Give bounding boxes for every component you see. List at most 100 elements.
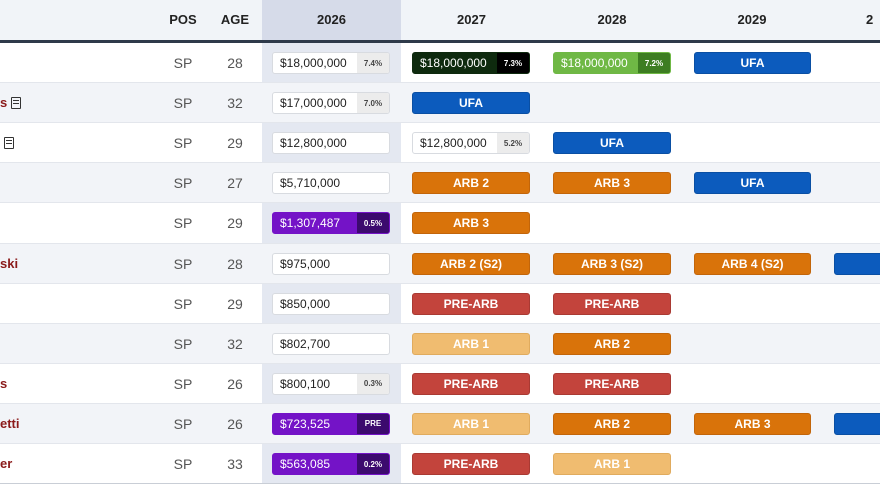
salary-pill[interactable]: $18,000,000 7.2% (553, 52, 671, 74)
salary-pill[interactable]: $723,525 PRE (272, 412, 390, 435)
age-cell: 28 (227, 55, 243, 71)
current-year-header-highlight (262, 0, 401, 40)
contract-status-pill[interactable]: ARB 2 (553, 332, 671, 355)
contract-status-pill[interactable]: ARB 3 (553, 172, 671, 195)
position-cell: SP (173, 135, 193, 152)
contract-notes-icon[interactable] (4, 136, 14, 149)
row-divider (0, 322, 880, 324)
player-name-text[interactable]: etti (0, 415, 20, 431)
contract-status-label: ARB 3 (734, 416, 771, 431)
contract-status-pill[interactable]: UFA (553, 132, 671, 155)
position-cell: SP (173, 175, 193, 192)
contract-status-pill[interactable]: UFA (412, 92, 530, 115)
contract-status-label: ARB 3 (452, 216, 489, 231)
contract-status-label: PRE-ARB (584, 376, 640, 391)
salary-pill[interactable]: $18,000,000 7.4% (272, 52, 390, 74)
salary-pill[interactable]: $5,710,000 (272, 172, 390, 195)
player-name-link[interactable]: ski (0, 256, 18, 274)
header-2028[interactable]: 2028 (597, 12, 627, 27)
contract-status-pill[interactable]: ARB 1 (412, 412, 530, 435)
payroll-percent-badge: 0.2% (357, 454, 389, 474)
contract-status-pill[interactable]: ARB 2 (412, 172, 530, 195)
row-divider (0, 443, 880, 444)
salary-amount: $5,710,000 (280, 176, 341, 191)
salary-pill[interactable]: $802,700 (272, 332, 390, 355)
salary-amount: $17,000,000 (280, 96, 347, 111)
table-row: SP 29 $1,307,487 0.5% ARB 3 (0, 203, 880, 243)
salary-pill[interactable]: $975,000 (272, 252, 390, 275)
contract-status-pill[interactable]: ARB 4 (S2) (694, 252, 811, 275)
salary-pill[interactable]: $800,100 0.3% (272, 372, 390, 395)
player-name-text[interactable]: er (0, 456, 13, 471)
contract-status-pill[interactable]: PRE-ARB (412, 453, 530, 475)
contract-status-pill[interactable]: ARB 1 (412, 332, 530, 355)
payroll-percent-badge: 0.3% (357, 373, 389, 394)
age-cell: 26 (227, 375, 243, 392)
header-2026[interactable]: 2026 (317, 12, 346, 27)
salary-pill[interactable]: $1,307,487 0.5% (272, 212, 390, 235)
salary-amount: $563,085 (280, 457, 331, 471)
player-name-link[interactable]: s (0, 376, 7, 394)
salary-amount: $723,525 (280, 416, 331, 431)
contract-status-label: PRE-ARB (443, 376, 499, 391)
payroll-percent-badge: 7.0% (357, 93, 389, 114)
salary-pill[interactable]: $12,800,000 5.2% (412, 132, 530, 155)
header-age[interactable]: AGE (220, 12, 250, 27)
player-name-link[interactable]: s (0, 95, 22, 113)
player-name-text[interactable]: s (0, 95, 8, 111)
salary-amount: $802,700 (280, 336, 331, 351)
age-cell: 28 (227, 255, 243, 272)
contract-status-pill[interactable]: ARB 3 (S2) (553, 252, 671, 275)
contract-status-pill[interactable] (834, 412, 880, 435)
position-cell: SP (173, 415, 193, 432)
contract-notes-icon[interactable] (11, 96, 22, 109)
contract-status-pill[interactable]: ARB 2 (553, 412, 671, 435)
player-name-text[interactable]: ski (0, 255, 19, 271)
player-name-link[interactable]: er (0, 456, 12, 474)
row-divider (0, 282, 880, 284)
age-cell: 29 (227, 135, 243, 152)
contract-status-label: UFA (600, 136, 624, 151)
header-2030[interactable]: 2 (866, 12, 874, 27)
salary-pill[interactable]: $12,800,000 (272, 132, 390, 155)
salary-pill[interactable]: $17,000,000 7.0% (272, 92, 390, 115)
contract-status-pill[interactable]: PRE-ARB (553, 372, 671, 395)
salary-pill[interactable]: $850,000 (272, 292, 390, 315)
player-name-link[interactable] (0, 135, 14, 153)
contract-status-label: ARB 2 (452, 176, 489, 191)
contract-status-label: PRE-ARB (584, 296, 640, 311)
header-2027[interactable]: 2027 (457, 12, 486, 27)
position-cell: SP (173, 215, 193, 232)
contract-status-pill[interactable]: ARB 2 (S2) (412, 252, 530, 275)
contract-status-label: ARB 1 (593, 457, 630, 471)
payroll-percent-badge: PRE (357, 413, 389, 434)
header-2029[interactable]: 2029 (737, 12, 767, 27)
contract-status-label: ARB 3 (593, 176, 630, 191)
contract-status-pill[interactable]: PRE-ARB (553, 292, 671, 315)
table-row: SP 29 $850,000 PRE-ARB PRE-ARB (0, 284, 880, 324)
contract-status-pill[interactable]: PRE-ARB (412, 292, 530, 315)
player-name-text[interactable]: s (0, 375, 8, 391)
row-divider (0, 362, 880, 364)
contract-status-pill[interactable]: UFA (694, 52, 811, 74)
row-divider (0, 202, 880, 204)
player-name-link[interactable]: etti (0, 416, 20, 434)
contract-status-pill[interactable] (834, 252, 880, 275)
salary-pill[interactable]: $563,085 0.2% (272, 453, 390, 475)
position-cell: SP (173, 55, 193, 71)
contract-status-pill[interactable]: ARB 3 (694, 412, 811, 435)
contract-status-pill[interactable]: UFA (694, 172, 811, 195)
contract-status-pill[interactable]: ARB 1 (553, 453, 671, 475)
contract-status-pill[interactable]: PRE-ARB (412, 372, 530, 395)
contract-status-label: UFA (740, 56, 765, 70)
salary-pill[interactable]: $18,000,000 7.3% (412, 52, 530, 74)
contract-status-label: ARB 1 (452, 336, 489, 351)
contract-status-label: UFA (459, 96, 483, 111)
contract-status-pill[interactable]: ARB 3 (412, 212, 530, 235)
position-cell: SP (173, 95, 193, 112)
contract-status-label: ARB 2 (593, 416, 630, 431)
payroll-percent-badge: 7.4% (357, 53, 389, 73)
header-pos[interactable]: POS (169, 12, 197, 27)
salary-amount: $12,800,000 (420, 136, 487, 151)
